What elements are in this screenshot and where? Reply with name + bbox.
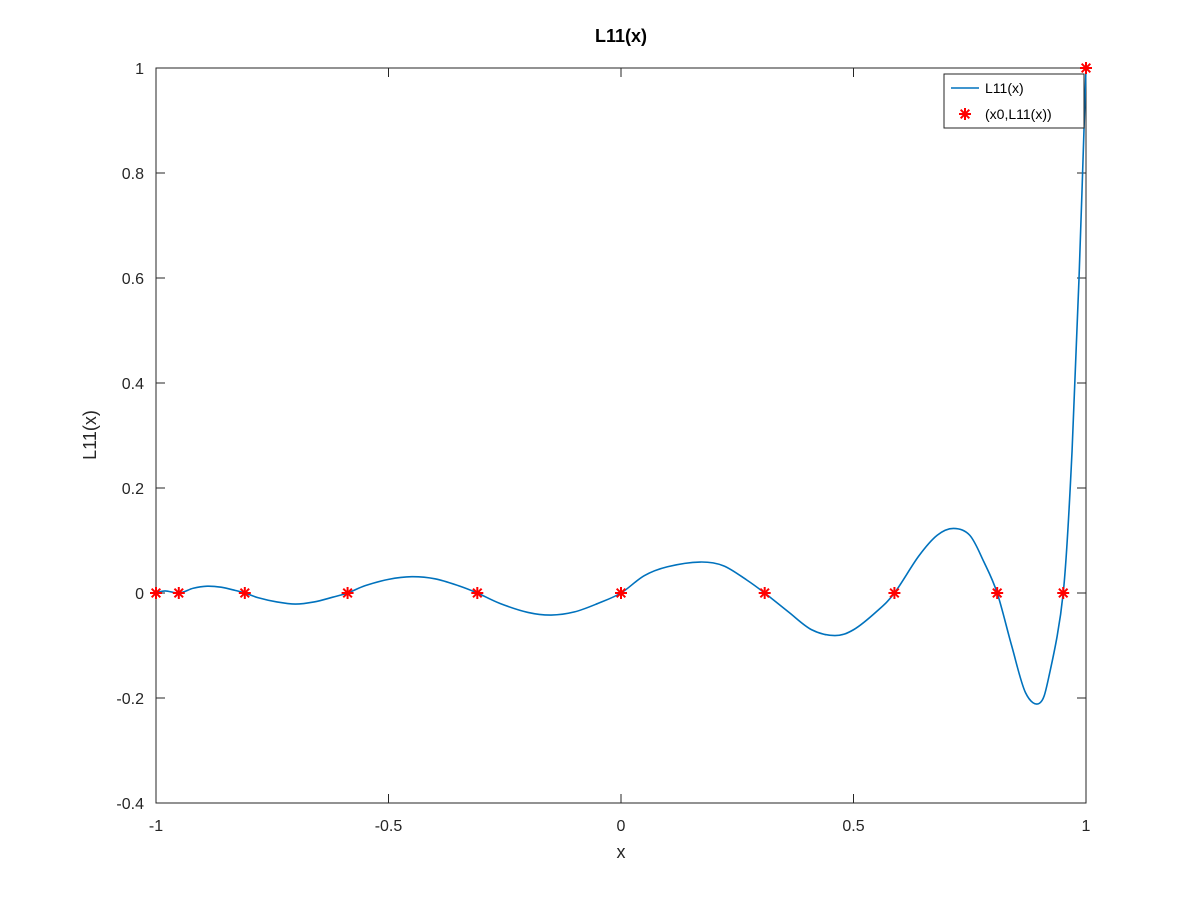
y-tick-label: 0.6: [122, 271, 144, 288]
legend-marker-swatch: [959, 108, 971, 120]
data-point-marker: [150, 587, 162, 599]
data-point-marker: [758, 587, 771, 599]
data-point-marker: [1080, 62, 1092, 74]
y-tick-label: 0.2: [122, 481, 144, 498]
legend: L11(x) (x0,L11(x)): [943, 73, 1085, 129]
y-tick-label: 0.4: [122, 376, 144, 393]
x-tick-label: 0: [617, 818, 626, 835]
data-point-marker: [471, 587, 484, 599]
data-point-marker: [238, 587, 251, 599]
x-tick-label: -1: [149, 818, 163, 835]
data-point-marker: [1057, 587, 1070, 599]
y-tick-label: 0.8: [122, 166, 144, 183]
series-layer: [155, 67, 1087, 705]
data-point-marker: [991, 587, 1004, 599]
legend-entry-line: L11(x): [985, 80, 1024, 96]
y-tick-label: -0.2: [116, 691, 144, 708]
data-point-marker: [172, 587, 185, 599]
chart-title: L11(x): [595, 26, 647, 46]
y-tick-label: 0: [135, 586, 144, 603]
y-axis-label: L11(x): [80, 410, 100, 460]
data-point-marker: [615, 587, 627, 599]
x-tick-label: 1: [1082, 818, 1091, 835]
x-axis-label: x: [617, 842, 626, 862]
plot-area: [155, 67, 1087, 804]
y-tick-label: 1: [135, 61, 144, 78]
legend-asterisk: [959, 108, 971, 120]
y-tick-label: -0.4: [116, 796, 144, 813]
series-line-l11: [155, 67, 1087, 705]
legend-box: [943, 73, 1085, 129]
y-axis: -0.4 -0.2 0 0.2 0.4 0.6 0.8 1: [116, 61, 1086, 813]
x-axis: -1 -0.5 0 0.5 1: [149, 68, 1091, 835]
data-point-marker: [888, 587, 901, 599]
marker-layer: [150, 62, 1092, 599]
x-tick-label: 0.5: [842, 818, 864, 835]
legend-entry-markers: (x0,L11(x)): [985, 106, 1052, 122]
data-point-marker: [341, 587, 354, 599]
x-tick-label: -0.5: [375, 818, 403, 835]
